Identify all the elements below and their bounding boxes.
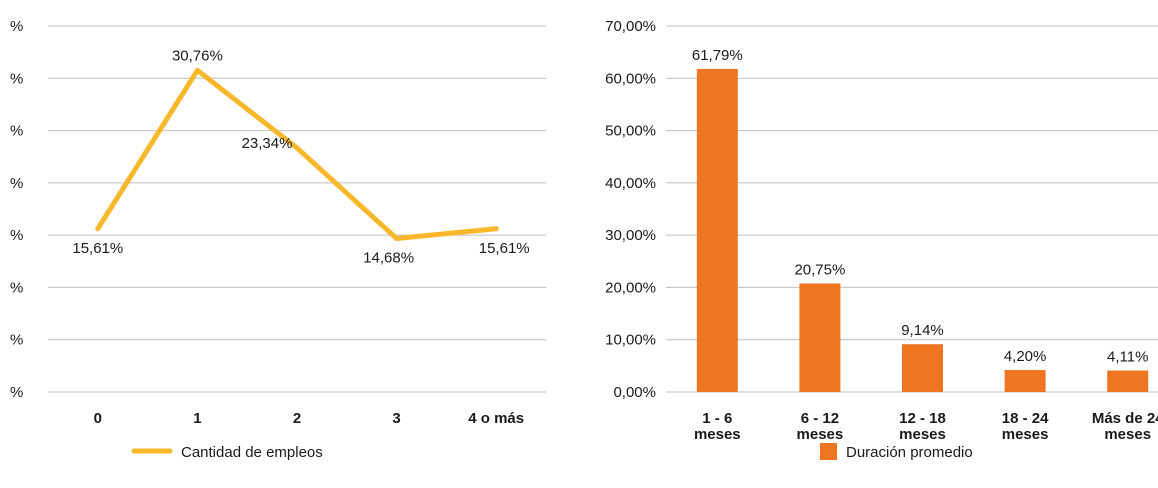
y-tick-label: 0,00% (613, 384, 656, 401)
y-tick-label: 40,00% (605, 175, 656, 192)
x-tick-label: 6 - 12 (801, 410, 839, 427)
x-tick-label: meses (899, 426, 946, 443)
data-label: 15,61% (72, 240, 123, 257)
legend-square-swatch (820, 443, 837, 460)
x-tick-label: 0 (94, 410, 102, 427)
y-tick-label: 70,00% (605, 18, 656, 35)
data-label: 23,34% (242, 135, 293, 152)
data-label: 9,14% (901, 322, 944, 339)
data-label: 4,11% (1107, 349, 1148, 366)
data-label: 14,68% (363, 249, 414, 266)
legend-label: Duración promedio (846, 444, 973, 461)
y-tick-label: 30,00% (605, 227, 656, 244)
y-tick-label: % (10, 279, 23, 296)
legend-label: Cantidad de empleos (181, 444, 323, 461)
y-tick-label: % (10, 175, 23, 192)
series-line-cantidad-de-empleos (95, 67, 499, 241)
y-tick-label: % (10, 18, 23, 35)
x-tick-label: 18 - 24 (1002, 410, 1049, 427)
bar (799, 283, 841, 392)
x-tick-label: meses (694, 426, 741, 443)
x-tick-label: Más de 24 (1092, 410, 1158, 427)
y-tick-label: 20,00% (605, 279, 656, 296)
x-tick-label: meses (1002, 426, 1049, 443)
x-tick-label: 12 - 18 (899, 410, 946, 427)
y-tick-label: % (10, 332, 23, 349)
line-chart-employment-count: %%%%%%%% 0 1 2 3 4 o más 15,61% 30,76% 23,34% 14,… (10, 18, 546, 461)
y-tick-label: % (10, 70, 23, 87)
y-tick-label: % (10, 123, 23, 140)
x-tick-label: 3 (392, 410, 400, 427)
bar (1107, 370, 1149, 392)
x-tick-label: 2 (293, 410, 301, 427)
bar (696, 68, 738, 392)
data-label: 61,79% (692, 47, 743, 64)
data-label: 20,75% (794, 262, 845, 279)
y-tick-label: 50,00% (605, 123, 656, 140)
bar (902, 344, 943, 392)
x-tick-label: 1 - 6 (702, 410, 732, 427)
x-tick-label: meses (1104, 426, 1151, 443)
y-tick-label: 60,00% (605, 70, 656, 87)
bar-chart-average-duration: 0,00% 10,00% 20,00% 30,00% 40,00% 50,00% 60,00… (605, 18, 1158, 461)
data-label: 30,76% (172, 47, 223, 64)
y-tick-label: % (10, 384, 23, 401)
y-tick-label: 10,00% (605, 332, 656, 349)
data-label: 4,20% (1004, 348, 1047, 365)
x-tick-label: meses (797, 426, 844, 443)
bar (1004, 370, 1046, 392)
x-tick-label: 1 (193, 410, 201, 427)
data-label: 15,61% (479, 240, 530, 257)
x-tick-label: 4 o más (468, 410, 524, 427)
y-tick-label: % (10, 227, 23, 244)
